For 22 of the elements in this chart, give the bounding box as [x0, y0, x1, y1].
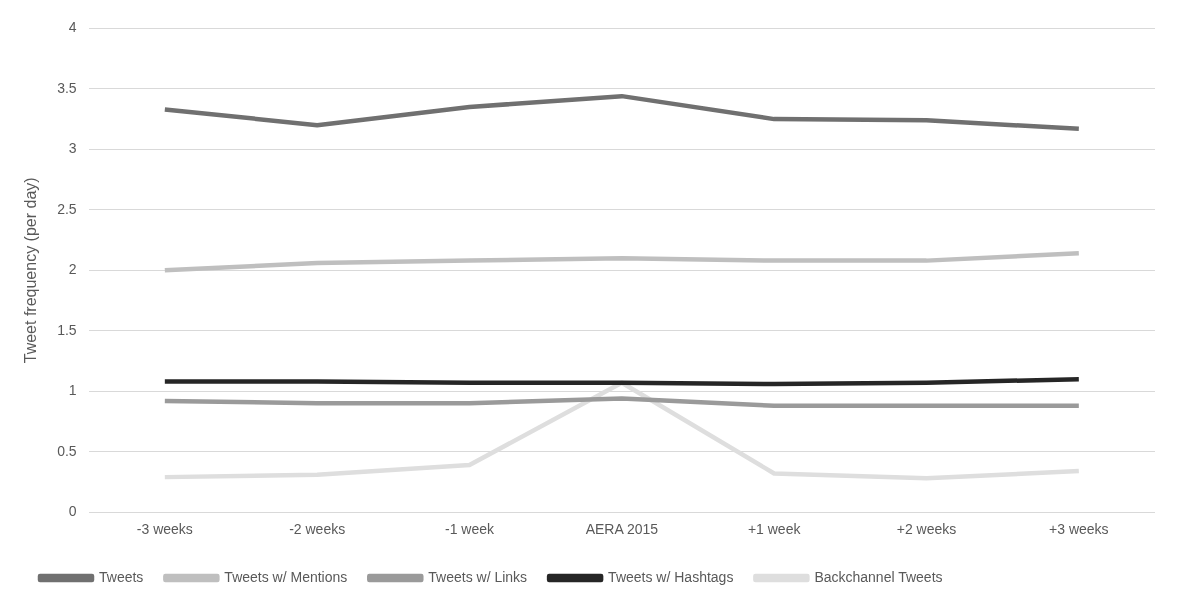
legend-label: Tweets w/ Links — [428, 568, 528, 585]
legend-label: Tweets w/ Hashtags — [608, 568, 734, 585]
legend-label: Tweets — [99, 568, 144, 585]
y-tick-label: 4 — [68, 19, 77, 36]
y-tick-label: 3 — [68, 140, 77, 157]
legend-label: Tweets w/ Mentions — [224, 568, 348, 585]
legend-label: Backchannel Tweets — [814, 568, 943, 585]
x-tick-label: -3 weeks — [136, 521, 193, 538]
y-tick-label: 2 — [68, 261, 77, 278]
y-tick-label: 1 — [68, 382, 77, 399]
y-tick-label: 3.5 — [57, 79, 77, 96]
y-tick-label: 1.5 — [57, 321, 77, 338]
y-tick-label: 0.5 — [57, 442, 77, 459]
y-tick-label: 2.5 — [57, 200, 77, 217]
x-tick-label: AERA 2015 — [585, 521, 659, 538]
x-tick-label: +1 week — [747, 521, 802, 538]
x-tick-label: +2 weeks — [896, 521, 957, 538]
x-tick-label: -2 weeks — [289, 521, 346, 538]
x-tick-label: -1 week — [444, 521, 495, 538]
x-tick-label: +3 weeks — [1049, 521, 1109, 538]
y-axis-title: Tweet frequency (per day) — [22, 177, 40, 364]
y-tick-label: 0 — [68, 503, 77, 520]
